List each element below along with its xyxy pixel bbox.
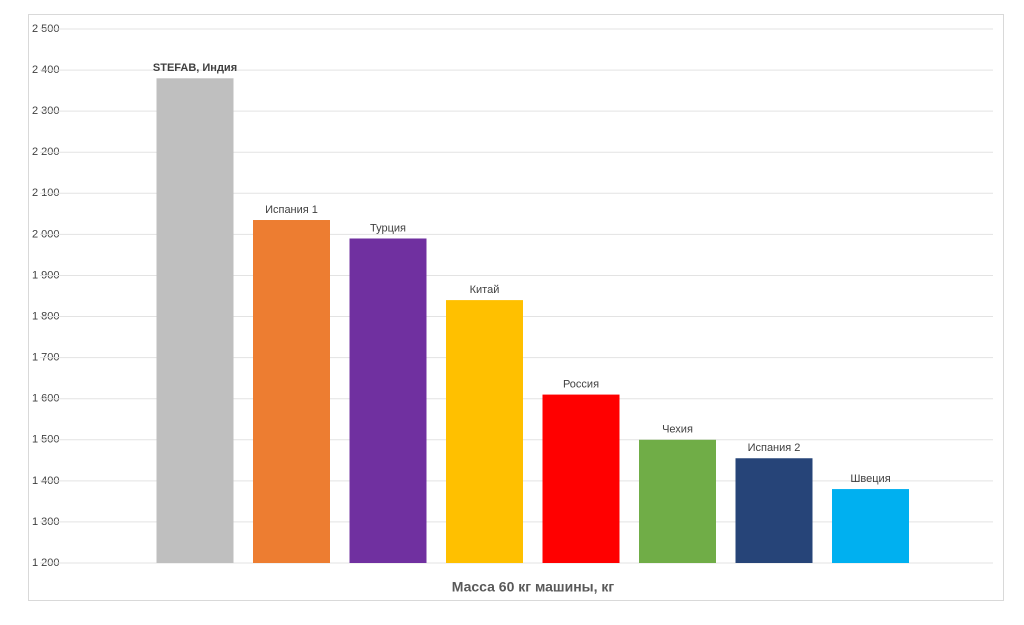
- bar-label: Турция: [370, 222, 406, 234]
- bar: [735, 458, 813, 563]
- bar: [349, 238, 427, 563]
- bar: [542, 394, 620, 563]
- bar: [156, 78, 234, 564]
- bar-label: Россия: [563, 378, 599, 390]
- bar: [446, 300, 523, 563]
- bar-label: Китай: [470, 284, 500, 296]
- bar-label: STEFAB, Индия: [153, 62, 237, 74]
- bar: [639, 439, 716, 563]
- bar: [253, 220, 330, 563]
- bar-label: Испания 2: [748, 442, 801, 454]
- bar-label: Швеция: [850, 473, 890, 485]
- bar: [832, 489, 909, 563]
- bar-label: Чехия: [662, 424, 693, 436]
- bar-label: Испания 1: [265, 204, 318, 216]
- x-axis-label: Масса 60 кг машины, кг: [452, 579, 615, 595]
